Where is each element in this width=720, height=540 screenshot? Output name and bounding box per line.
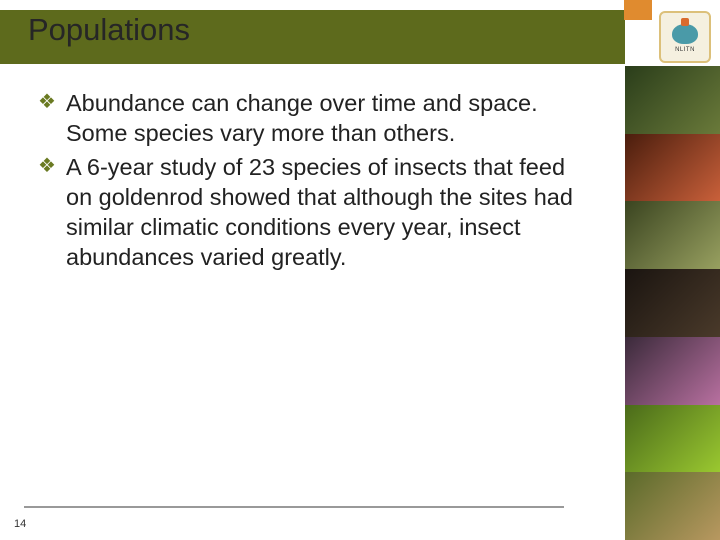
page-number: 14: [14, 518, 26, 530]
strip-image: [625, 134, 720, 202]
page-title: Populations: [28, 12, 190, 48]
strip-image: [625, 269, 720, 337]
bullet-text: A 6-year study of 23 species of insects …: [66, 154, 573, 270]
bullet-item: A 6-year study of 23 species of insects …: [38, 152, 578, 272]
accent-block: [624, 0, 652, 20]
logo-label: NLITN: [675, 47, 695, 53]
strip-image: [625, 472, 720, 540]
bird-icon: [672, 24, 698, 44]
strip-image: [625, 337, 720, 405]
image-strip: [625, 66, 720, 540]
slide: Populations NLITN Abundance can change o…: [0, 0, 720, 540]
logo: NLITN: [659, 11, 711, 63]
bullet-item: Abundance can change over time and space…: [38, 88, 578, 148]
header-bar: Populations NLITN: [0, 0, 720, 66]
content-area: Abundance can change over time and space…: [38, 88, 578, 276]
strip-image: [625, 201, 720, 269]
footer-divider: [24, 506, 564, 508]
strip-image: [625, 405, 720, 473]
strip-image: [625, 66, 720, 134]
bullet-text: Abundance can change over time and space…: [66, 90, 538, 146]
